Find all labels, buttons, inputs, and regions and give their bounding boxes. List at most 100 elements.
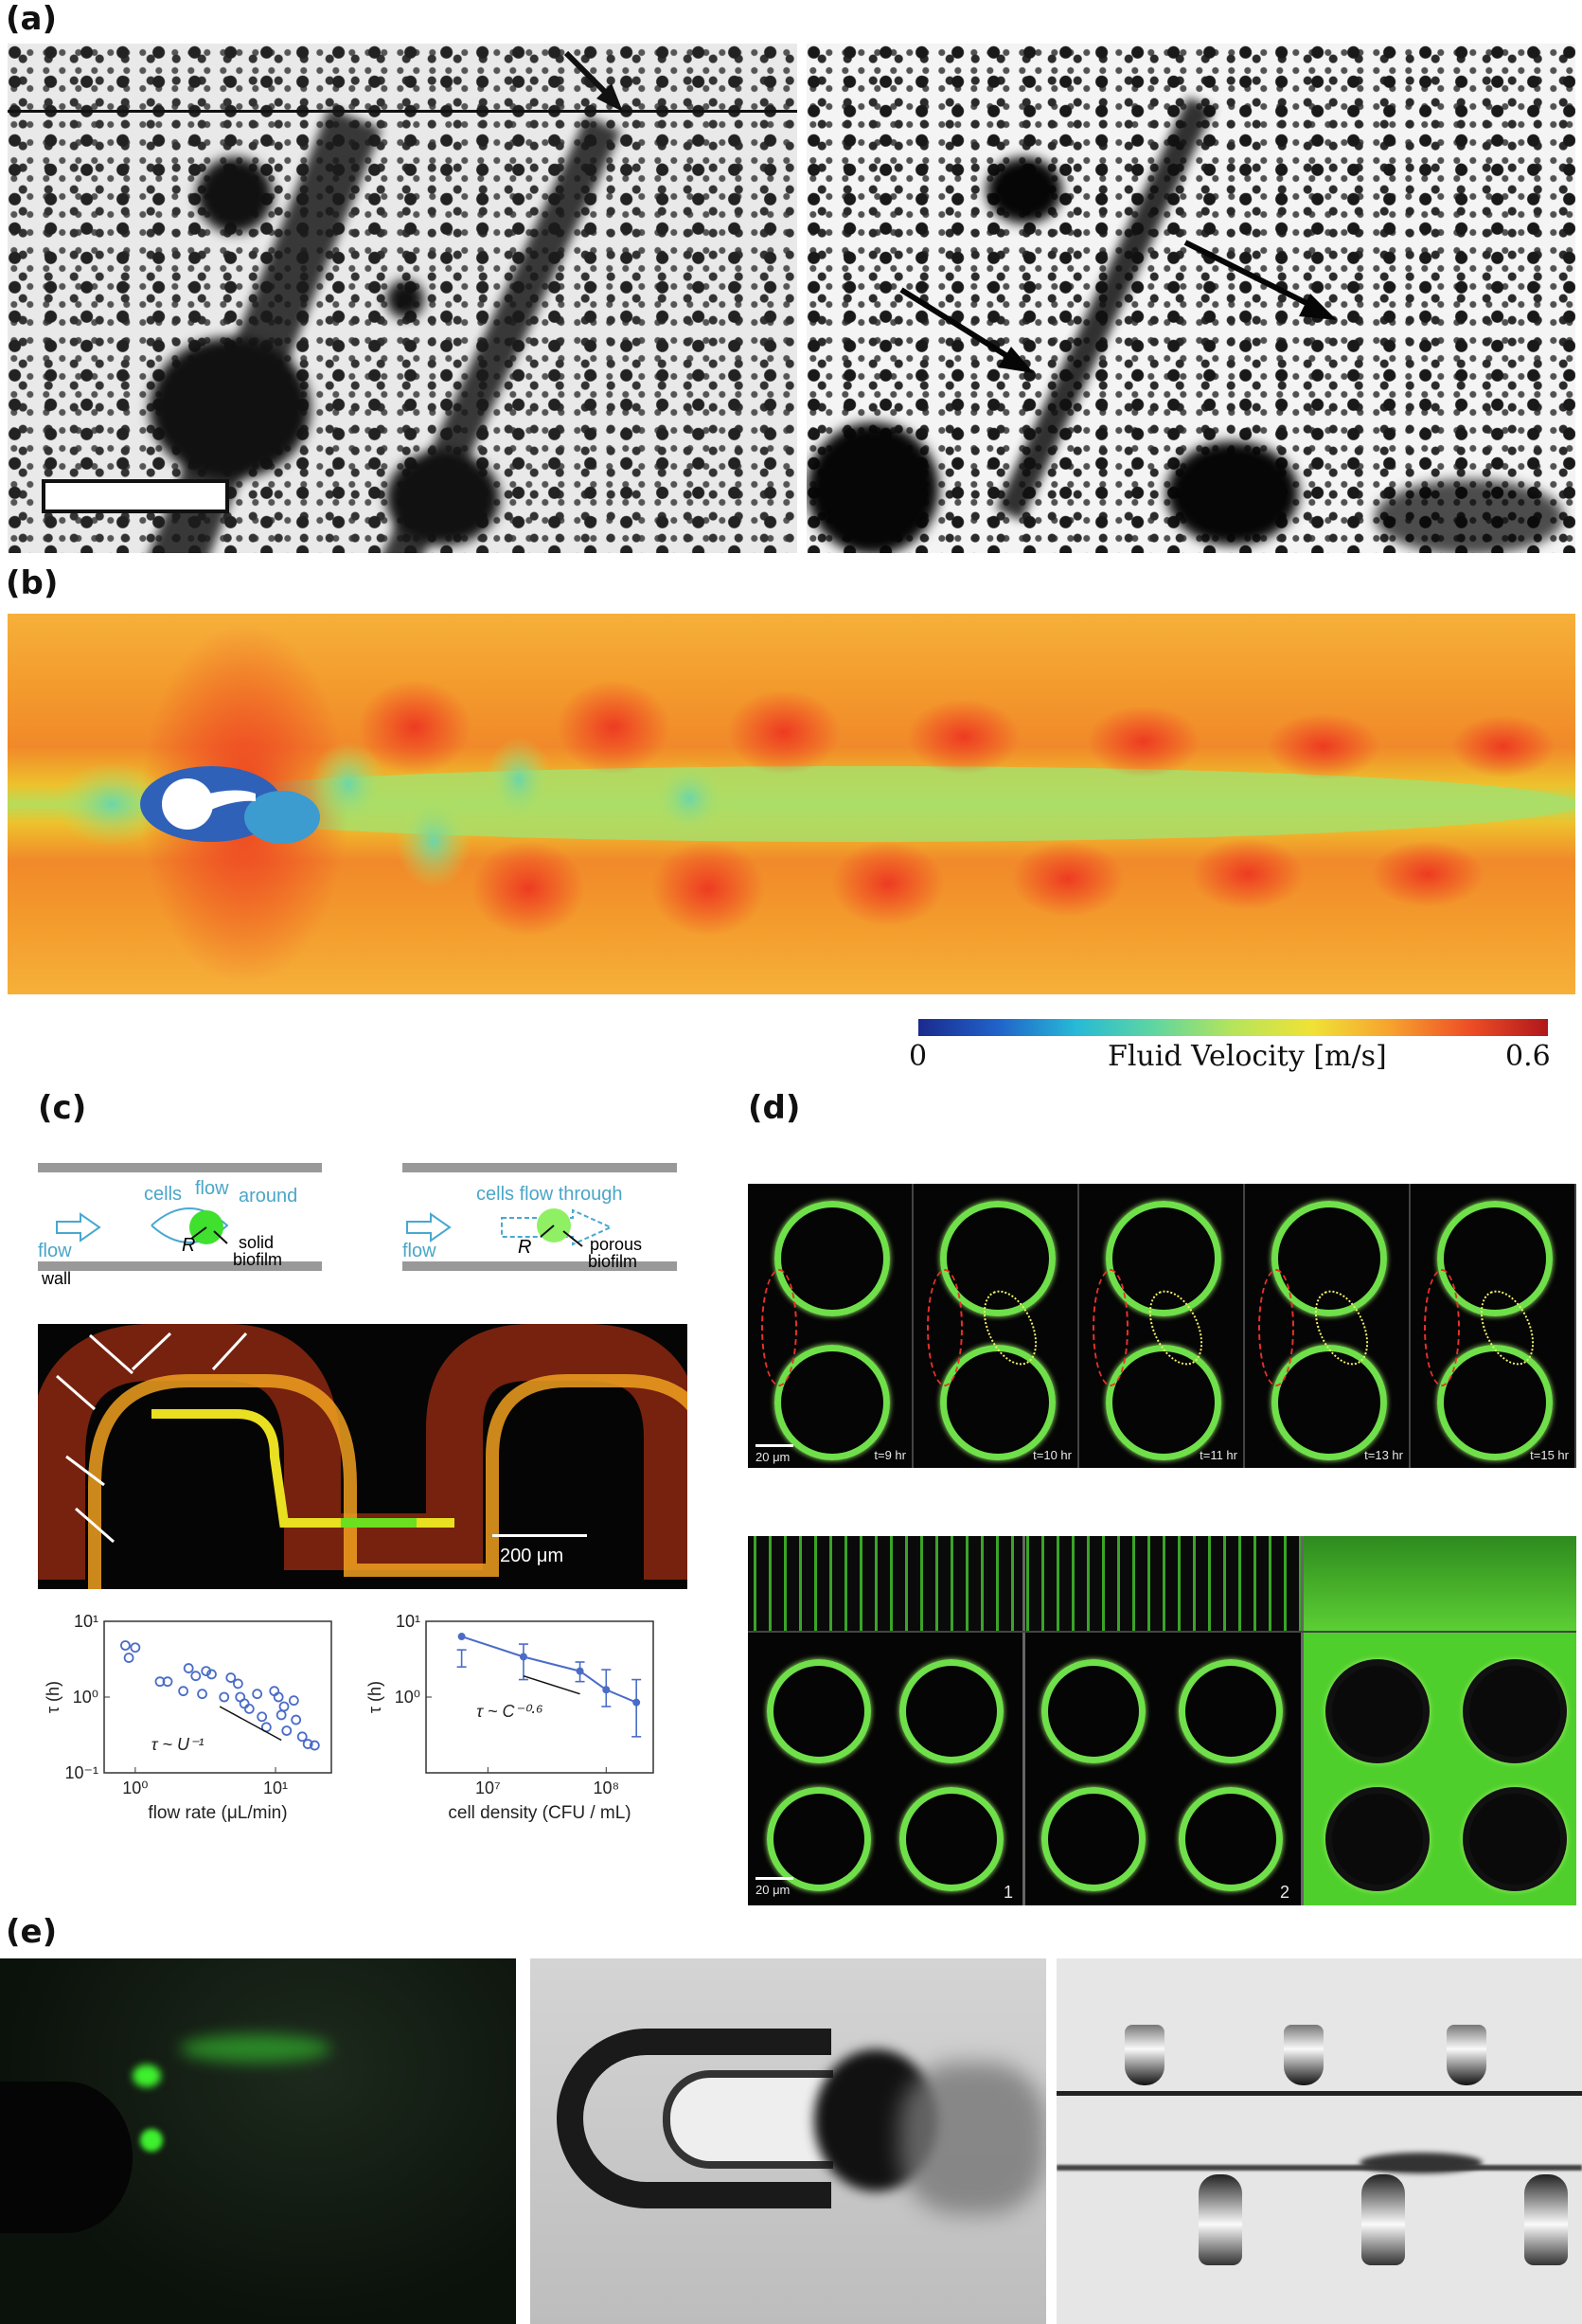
fluorescence-image-e <box>0 1958 516 2324</box>
highlight-ellipse <box>761 1269 797 1386</box>
data-point <box>232 1678 243 1689</box>
arrow-icon <box>563 50 623 112</box>
scale-bar-c <box>492 1534 587 1537</box>
channel-wall <box>1057 2091 1582 2096</box>
data-point <box>201 1666 212 1677</box>
y-tick-label: 10⁰ <box>73 1688 98 1707</box>
porous-text: porous <box>590 1235 643 1254</box>
pillar-ring <box>767 1787 871 1891</box>
highlight-ellipse <box>1424 1269 1460 1386</box>
pillar-ring <box>1106 1345 1221 1460</box>
slope-annotation: τ ~ U⁻¹ <box>151 1735 204 1754</box>
biofilm-blob <box>386 280 424 318</box>
scale-label-d: 20 μm <box>755 1883 791 1897</box>
brightfield-image-e1 <box>530 1958 1046 2324</box>
biofilm-streamer <box>899 2063 1046 2214</box>
pillar-ring <box>1179 1659 1283 1763</box>
schematic-left: cells flow around flow R solid biofilm w… <box>38 1163 322 1288</box>
colorbar-label: Fluid Velocity [m/s] <box>1108 1040 1387 1073</box>
timelapse-strip: t=9 hr t=10 hr t=11 hr t=13 hr t=15 hr 20 μm <box>748 1184 1576 1468</box>
side-view-dense <box>1302 1536 1576 1631</box>
highlight-ellipse <box>927 1269 963 1386</box>
data-point <box>225 1672 237 1683</box>
pillar-ring <box>1271 1201 1387 1316</box>
biofilm-blob <box>197 157 273 233</box>
stage-label-2: 2 <box>1280 1883 1290 1902</box>
y-tick-label: 10¹ <box>396 1612 420 1631</box>
pillar-ring <box>1437 1345 1553 1460</box>
panel-label-e: (e) <box>6 1913 58 1951</box>
data-point <box>162 1676 173 1688</box>
schematic-right: cells flow through flow R porous biofilm <box>402 1163 677 1277</box>
pillar-ring <box>1325 1787 1430 1891</box>
data-point <box>309 1740 320 1751</box>
timelapse-frame: t=13 hr <box>1245 1184 1411 1468</box>
highlight-ellipse <box>1093 1269 1129 1386</box>
pillar-ring <box>1106 1201 1221 1316</box>
data-point <box>183 1663 194 1673</box>
flow-text: flow <box>38 1241 72 1261</box>
scale-label-d: 20 μm <box>755 1450 791 1464</box>
data-point <box>197 1689 207 1700</box>
y-axis-label: τ (h) <box>365 1681 384 1713</box>
biofilm-streamer <box>1360 2153 1483 2173</box>
timelapse-frame: t=10 hr <box>914 1184 1079 1468</box>
timelapse-frame: t=11 hr <box>1079 1184 1245 1468</box>
flow-text: flow <box>402 1241 436 1261</box>
biofilm-blob <box>386 451 500 545</box>
pillar-ring <box>1325 1659 1430 1763</box>
data-point <box>239 1698 250 1709</box>
pillar-ring <box>1271 1345 1387 1460</box>
scale-label-c: 200 μm <box>500 1546 564 1566</box>
panel-label-d: (d) <box>748 1089 801 1127</box>
plot-cell-density: 10⁰ 10¹ 10⁷ 10⁸ cell density (CFU / mL) τ (h)… <box>365 1612 654 1823</box>
pillar-ring <box>1179 1787 1283 1891</box>
scale-bar-d <box>755 1877 793 1880</box>
data-point <box>190 1671 202 1682</box>
solid-text: solid <box>239 1233 275 1252</box>
data-point <box>123 1653 134 1663</box>
biofilm-blob <box>1375 479 1564 553</box>
biofilm-streamer <box>202 790 256 813</box>
pillar-ring <box>767 1659 871 1763</box>
x-tick-label: 10⁸ <box>593 1779 619 1797</box>
time-label: t=15 hr <box>1530 1448 1569 1462</box>
pillar <box>1125 2025 1164 2085</box>
obstacle <box>162 778 213 830</box>
pillar-ring <box>1463 1659 1567 1763</box>
data-point <box>276 1709 287 1721</box>
data-point <box>278 1701 290 1712</box>
micrograph-a-left <box>8 44 797 553</box>
data-point <box>296 1731 308 1743</box>
pillar-ring <box>1041 1659 1146 1763</box>
horizontal-line <box>8 110 797 113</box>
micrograph-a-right <box>807 44 1575 553</box>
y-axis-label: τ (h) <box>44 1681 62 1713</box>
data-point <box>457 1633 466 1641</box>
pillar-ring <box>899 1659 1004 1763</box>
brightfield-image-e2 <box>1057 1958 1582 2324</box>
biofilm-stages: 20 μm 1 2 <box>748 1536 1576 1905</box>
stage-divider <box>1022 1536 1025 1905</box>
data-point <box>252 1689 263 1700</box>
series-line <box>461 1636 637 1704</box>
glow-spot <box>133 2065 161 2087</box>
x-tick-label: 10⁰ <box>122 1779 148 1797</box>
data-point <box>273 1691 284 1703</box>
pillar-ring <box>899 1787 1004 1891</box>
data-point <box>291 1714 302 1725</box>
pillar-ring <box>1041 1787 1146 1891</box>
panel-label-b: (b) <box>6 564 59 602</box>
biofilm-text: biofilm <box>233 1250 283 1269</box>
pillar <box>1284 2025 1324 2085</box>
dark-obstacle <box>0 2082 133 2233</box>
channel-image: 200 μm <box>38 1324 687 1589</box>
colorbar <box>918 1019 1548 1036</box>
velocity-field <box>8 614 1575 994</box>
plot-flow-rate: 10⁻¹ 10⁰ 10¹ 10⁰ 10¹ flow rate (μL/min) τ (h) τ… <box>44 1612 332 1823</box>
scale-bar-a <box>42 479 229 513</box>
pillar <box>1199 2174 1242 2265</box>
biofilm-blob <box>987 157 1062 223</box>
data-point <box>302 1739 313 1749</box>
pillar-ring <box>1463 1787 1567 1891</box>
